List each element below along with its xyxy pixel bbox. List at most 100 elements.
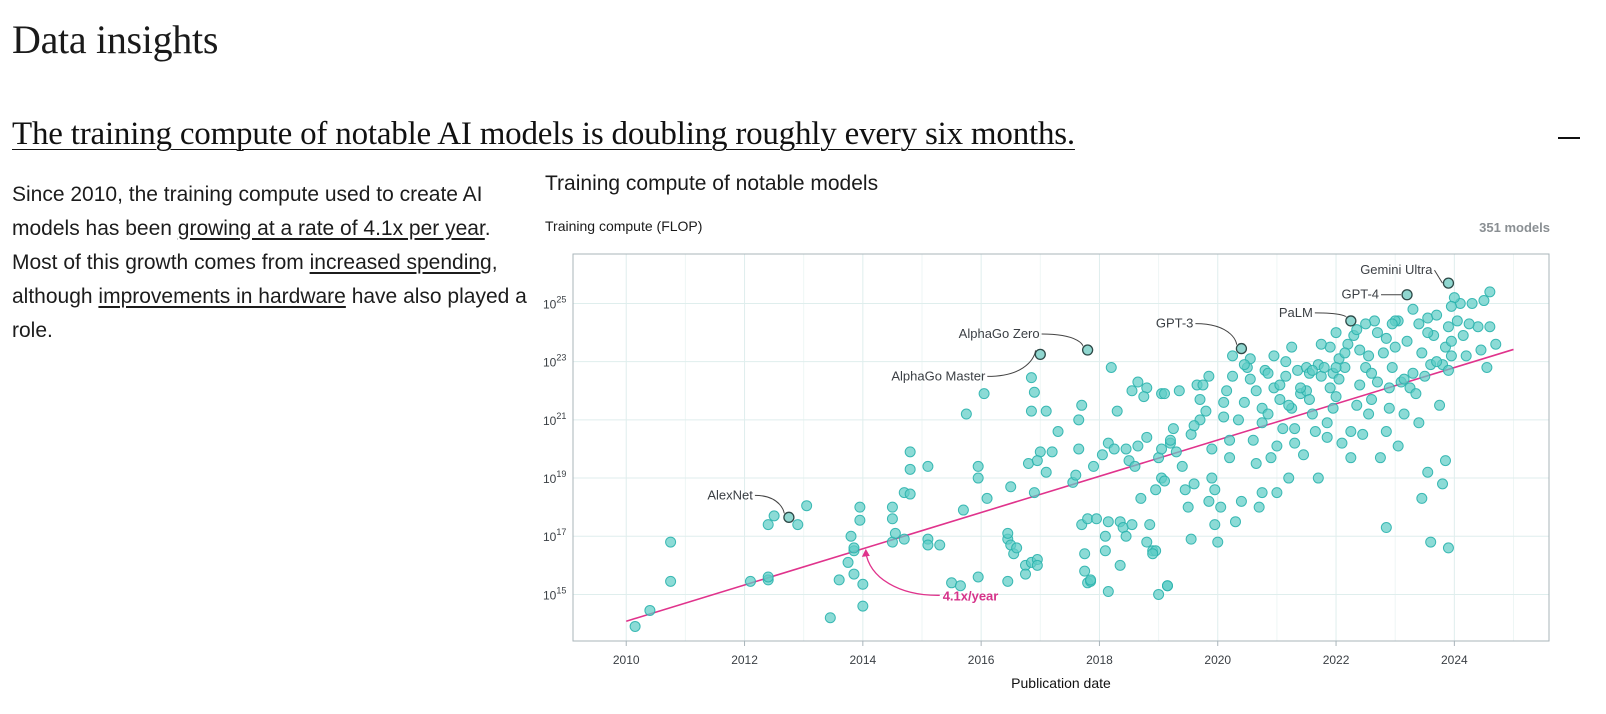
- model-annotation: AlexNet: [707, 487, 753, 502]
- y-tick-label: 1015: [543, 585, 566, 602]
- data-point: [1256, 487, 1268, 499]
- data-point: [1002, 575, 1014, 587]
- increased-spending-link[interactable]: increased spending: [309, 251, 492, 274]
- data-point: [1351, 399, 1363, 411]
- data-point: [1070, 469, 1082, 481]
- data-point: [1052, 425, 1064, 437]
- data-point: [833, 574, 845, 586]
- data-point: [1380, 332, 1392, 344]
- data-point: [1229, 516, 1241, 528]
- y-tick-label: 1017: [543, 527, 566, 544]
- annotation-leader: [1195, 323, 1237, 346]
- summary-text: . Most of this growth comes from: [12, 217, 491, 274]
- data-point: [1111, 405, 1123, 417]
- data-point: [1227, 350, 1239, 362]
- data-point: [1413, 318, 1425, 330]
- data-point: [1227, 370, 1239, 382]
- summary-text: , although: [12, 251, 498, 308]
- data-point: [1419, 370, 1431, 382]
- data-point: [1336, 437, 1348, 449]
- data-point: [1298, 449, 1310, 461]
- data-point: [1265, 452, 1277, 464]
- data-point: [1256, 417, 1268, 429]
- data-point: [1147, 548, 1159, 560]
- data-point: [1262, 367, 1274, 379]
- data-point: [904, 463, 916, 475]
- data-point: [1463, 318, 1475, 330]
- data-point: [1484, 286, 1496, 298]
- data-point: [1135, 492, 1147, 504]
- data-point: [1244, 373, 1256, 385]
- data-point: [1144, 519, 1156, 531]
- data-point: [1398, 408, 1410, 420]
- annotation-leader: [1041, 333, 1084, 347]
- data-point: [1484, 321, 1496, 333]
- data-point: [1437, 478, 1449, 490]
- data-point: [1354, 344, 1366, 356]
- data-point: [762, 519, 774, 531]
- data-point: [1108, 443, 1120, 455]
- data-point: [1422, 466, 1434, 478]
- data-point: [1289, 423, 1301, 435]
- x-axis-title: Publication date: [1011, 675, 1111, 691]
- data-point: [1303, 393, 1315, 405]
- data-point: [1431, 309, 1443, 321]
- model-count: 351 models: [1479, 220, 1550, 235]
- data-point: [1345, 425, 1357, 437]
- data-point: [1132, 440, 1144, 452]
- data-point: [1280, 356, 1292, 368]
- data-point: [1271, 487, 1283, 499]
- data-point: [1159, 475, 1171, 487]
- highlighted-point: [1442, 277, 1455, 289]
- growth-rate-link[interactable]: growing at a rate of 4.1x per year: [177, 217, 485, 240]
- data-point: [1445, 335, 1457, 347]
- x-tick-label: 2012: [731, 653, 758, 667]
- y-tick-label: 1021: [543, 411, 566, 428]
- data-point: [1363, 408, 1375, 420]
- data-point: [1413, 417, 1425, 429]
- data-point: [1363, 350, 1375, 362]
- data-point: [857, 578, 869, 590]
- data-point: [845, 530, 857, 542]
- data-point: [1005, 481, 1017, 493]
- data-point: [1250, 458, 1262, 470]
- data-point: [960, 408, 972, 420]
- data-point: [854, 501, 866, 513]
- data-point: [1398, 373, 1410, 385]
- data-point: [762, 571, 774, 583]
- data-point: [1206, 472, 1218, 484]
- annotation-leader: [987, 349, 1036, 377]
- insight-headline-link[interactable]: The training compute of notable AI model…: [12, 116, 1075, 152]
- data-point: [1221, 385, 1233, 397]
- data-point: [1132, 376, 1144, 388]
- data-point: [1425, 536, 1437, 548]
- data-point: [1345, 452, 1357, 464]
- data-point: [1330, 361, 1342, 373]
- data-point: [1315, 338, 1327, 350]
- data-point: [1200, 405, 1212, 417]
- page-title: Data insights: [12, 17, 219, 62]
- data-point: [1354, 379, 1366, 391]
- data-point: [1028, 487, 1040, 499]
- data-point: [1185, 533, 1197, 545]
- y-axis-title: Training compute (FLOP): [545, 218, 703, 234]
- data-point: [972, 571, 984, 583]
- data-point: [1209, 519, 1221, 531]
- summary-text: Since 2010, the training compute used to…: [12, 183, 483, 240]
- data-point: [904, 488, 916, 500]
- data-point: [1085, 574, 1097, 586]
- data-point: [1182, 501, 1194, 513]
- x-tick-label: 2020: [1204, 653, 1231, 667]
- data-point: [1410, 388, 1422, 400]
- data-point: [1442, 542, 1454, 554]
- highlighted-point: [1345, 315, 1357, 327]
- hardware-improvements-link[interactable]: improvements in hardware: [98, 285, 346, 308]
- data-point: [1457, 329, 1469, 341]
- data-point: [1466, 297, 1478, 309]
- summary-text: have also played a role.: [12, 285, 527, 342]
- minus-icon[interactable]: [1558, 137, 1580, 139]
- data-point: [1374, 452, 1386, 464]
- data-point: [1167, 423, 1179, 435]
- data-point: [922, 460, 934, 472]
- x-tick-label: 2022: [1323, 653, 1350, 667]
